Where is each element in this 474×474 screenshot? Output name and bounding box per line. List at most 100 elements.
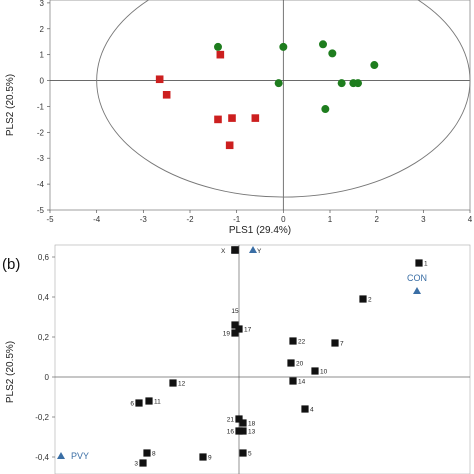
panel-a-circle-point [370, 61, 379, 70]
panel-b-sample-point [231, 321, 239, 329]
panel-b-sample-label: 6 [130, 401, 134, 408]
panel-b-sample-label: 1 [424, 261, 428, 268]
panel-b-sample-label: 5 [248, 451, 252, 458]
panel-b-sample-label: 13 [248, 429, 256, 436]
panel-a-circle-point [328, 49, 337, 58]
panel-b-plot-frame [54, 244, 471, 474]
panel-b-sample-point [239, 419, 247, 427]
panel-b-x-square [231, 246, 239, 254]
panel-b-sample-point [287, 359, 295, 367]
panel-b-sample-point [289, 377, 297, 385]
panel-b-sample-label: 3 [134, 461, 138, 468]
panel-b-y-axis-label: PLS2 (20.5%) [5, 341, 16, 403]
confidence-ellipse [96, 0, 471, 198]
panel-b-sample-point [235, 415, 243, 423]
panel-a-x-tick-label: -3 [140, 215, 148, 224]
panel-b-sample-point [239, 427, 247, 435]
panel-b-sample-label: 9 [208, 455, 212, 462]
panel-a-x-axis-label: PLS1 (29.4%) [229, 225, 291, 236]
panel-b-y-tick-label: 0 [45, 373, 50, 382]
panel-b-sample-label: 2 [368, 297, 372, 304]
panel-a-y-tick-label: 2 [40, 25, 45, 34]
panel-a-square-point [216, 50, 225, 59]
panel-a-x-tick-label: 1 [328, 215, 333, 224]
panel-a-square-point [214, 115, 222, 124]
panel-b-sample-label: 10 [320, 369, 328, 376]
panel-b-sample-point [301, 405, 309, 413]
panel-b-variable-label: X [221, 248, 226, 255]
panel-b-y-tick-label: 0,4 [38, 293, 50, 302]
panel-a-y-tick-label: 1 [40, 51, 45, 60]
panel-a-square-point [251, 114, 260, 122]
panel-a-square-point [228, 114, 236, 122]
panel-b-sample-label: 4 [310, 407, 314, 414]
panel-a-x-tick-label: -5 [46, 215, 54, 224]
panel-b-sample-point [135, 399, 143, 407]
panel-b-sample-point [415, 259, 423, 267]
panel-b-sample-label: 17 [244, 327, 252, 334]
panel-a-y-tick-label: -2 [37, 128, 45, 137]
panel-b-sample-label: 14 [298, 379, 306, 386]
panel-b-sample-point [331, 339, 339, 347]
panel-a-square-point [162, 90, 171, 99]
panel-b: (b) 0,60,40,20-0,2-0,4X YCONPVY1234567891… [2, 244, 471, 474]
panel-a-square-point [225, 141, 234, 150]
panel-a-x-tick-label: -2 [186, 215, 194, 224]
panel-a-x-tick-label: 2 [374, 215, 379, 224]
panel-a-circle-point [214, 42, 222, 51]
panel-b-sample-point [231, 329, 239, 337]
panel-b-sample-point [235, 325, 243, 333]
panel-b-sample-point [289, 337, 297, 345]
panel-b-sample-label: 21 [227, 417, 235, 424]
panel-a-square-point [155, 75, 164, 84]
panel-b-sample-point [359, 295, 367, 303]
panel-a-y-tick-label: -4 [37, 180, 45, 189]
panel-a-y-tick-label: -3 [37, 154, 45, 163]
panel-b-sample-point [235, 427, 243, 435]
panel-b-variable-label: Y [257, 248, 262, 255]
panel-a-y-tick-label: -1 [37, 102, 45, 111]
panel-b-sample-point [145, 397, 153, 405]
panel-a-circle-point [319, 40, 327, 49]
panel-b-sample-label: 19 [223, 331, 231, 338]
panel-a-x-tick-label: 3 [421, 215, 426, 224]
panel-b-sample-label: 8 [152, 451, 156, 458]
panel-b-y-tick-label: 0,2 [38, 333, 50, 342]
panel-a-plot-frame [49, 0, 471, 211]
panel-b-sample-label: 18 [248, 421, 256, 428]
panel-b-sample-point [139, 459, 147, 467]
panel-b-sample-label: 20 [296, 361, 304, 368]
panel-b-label: (b) [2, 256, 20, 273]
panel-b-sample-label: 11 [154, 399, 161, 406]
panel-b-variable-triangle [57, 452, 65, 459]
panel-b-variable-triangle [249, 246, 257, 253]
panel-b-sample-point [199, 453, 207, 461]
panel-a-y-axis-label: PLS2 (20.5%) [5, 74, 16, 136]
panel-a-x-tick-label: 0 [281, 215, 286, 224]
panel-a-circle-point [337, 79, 346, 88]
panel-b-y-tick-label: 0,6 [38, 253, 50, 262]
panel-a-x-tick-label: 4 [468, 215, 473, 224]
panel-b-sample-point [311, 367, 319, 375]
panel-a-circle-point [274, 79, 283, 88]
panel-b-sample-label: 15 [231, 308, 239, 315]
panel-a-y-tick-label: 3 [40, 0, 45, 8]
panel-b-sample-label: 22 [298, 339, 306, 346]
panel-b-sample-label: 16 [227, 429, 235, 436]
panel-b-y-tick-label: -0,2 [35, 413, 49, 422]
panel-b-variable-triangle [413, 287, 421, 294]
panel-b-sample-point [143, 449, 151, 457]
panel-b-sample-point [239, 449, 247, 457]
panel-a-y-tick-label: -5 [37, 206, 45, 215]
panel-a-circle-point [354, 79, 362, 88]
panel-a-x-tick-label: -4 [93, 215, 101, 224]
panel-a-y-tick-label: 0 [40, 77, 45, 86]
panel-b-variable-label: PVY [71, 451, 89, 461]
panel-b-sample-point [169, 379, 177, 387]
panel-a-circle-point [321, 105, 330, 114]
panel-a: -5 -4 -3 -2 -1 0 1 2 3 4 -5 -4 -3 -2 -1 0 1 2 3 PLS1 (29.4… [5, 0, 473, 236]
panel-a-circle-point [279, 42, 288, 51]
panel-b-variable-label: CON [407, 273, 427, 283]
panel-b-y-tick-label: -0,4 [35, 453, 49, 462]
